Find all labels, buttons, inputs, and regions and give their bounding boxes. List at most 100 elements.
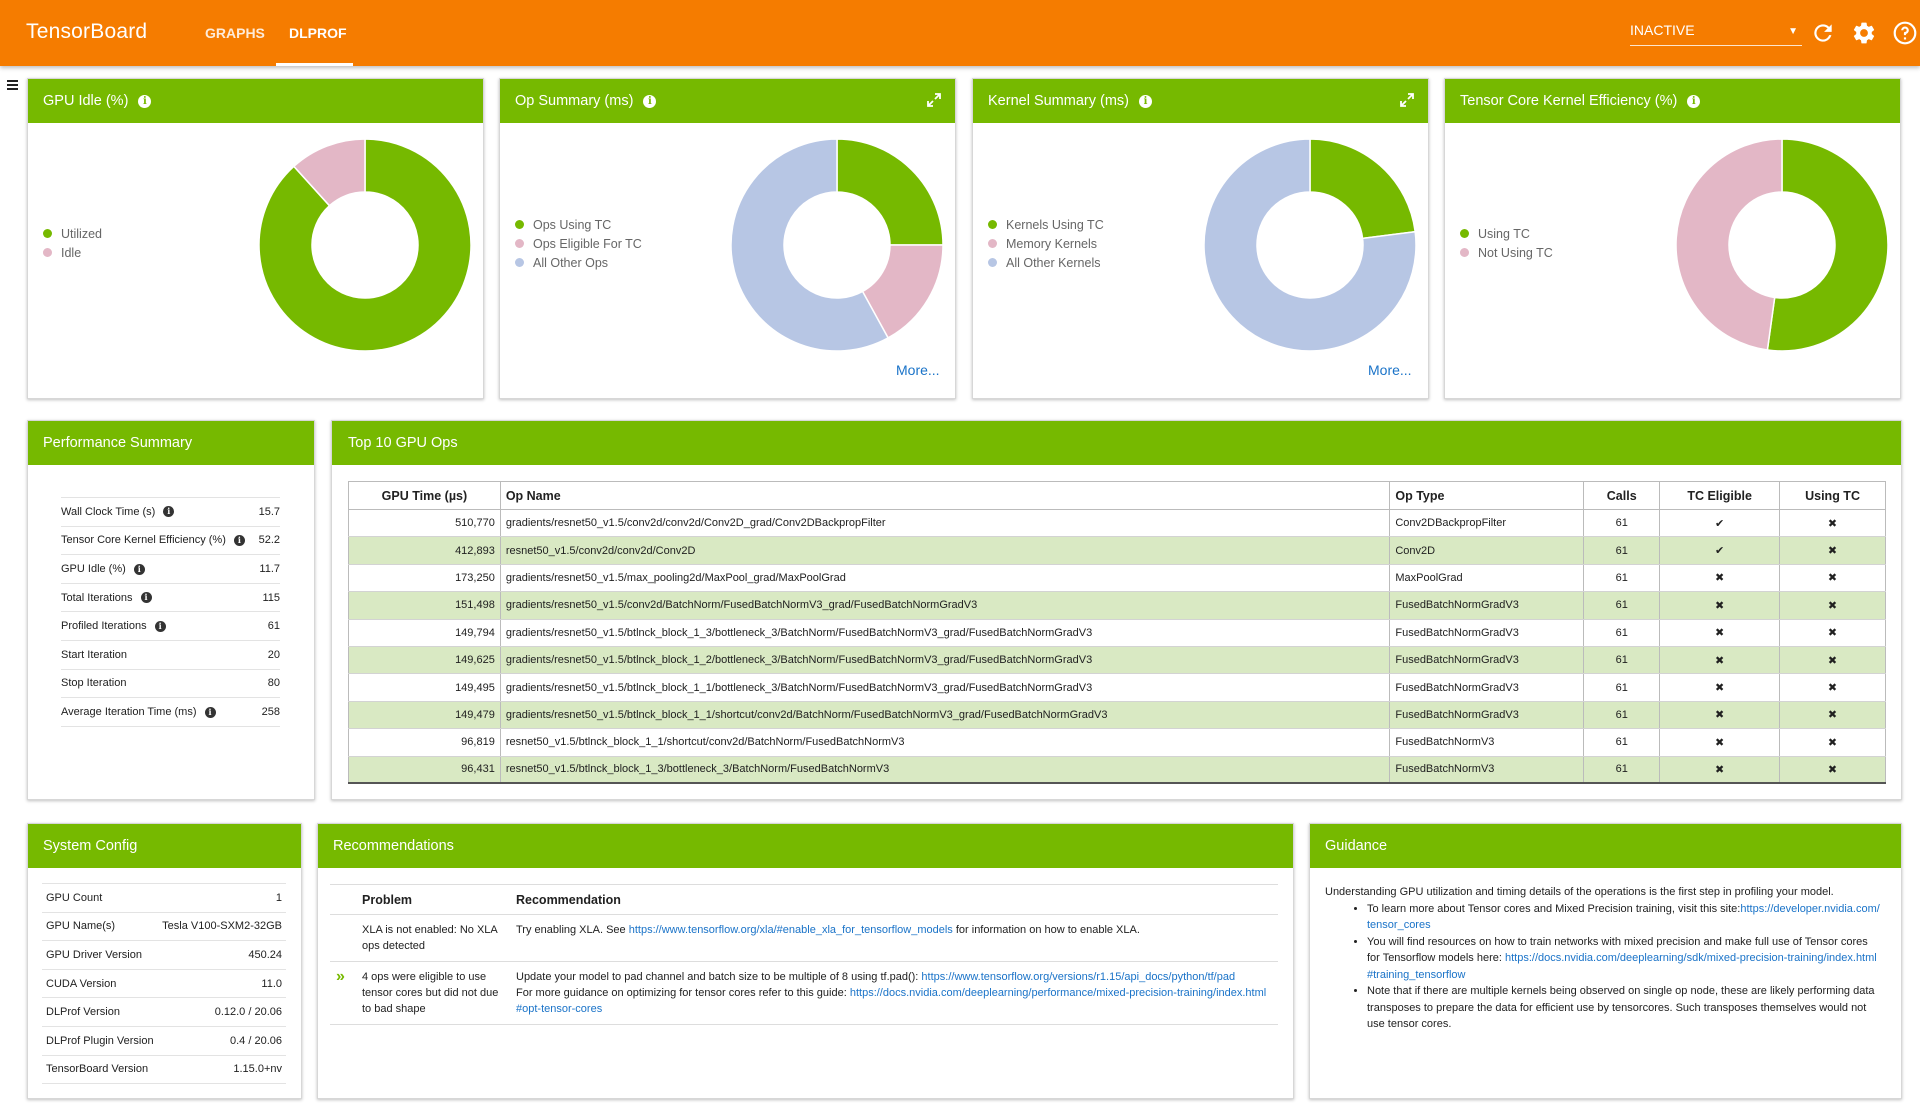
config-row: GPU Count 1 [42,883,286,913]
perf-label: Start Iteration [61,648,128,661]
legend-item[interactable]: Not Using TC [1460,244,1553,263]
donut-slice[interactable] [1309,138,1417,240]
run-selector-value: INACTIVE [1630,22,1695,38]
recommendation-text: For more guidance on optimizing for tens… [516,987,850,999]
expand-icon[interactable] [1400,93,1414,107]
op-type-cell: Conv2DBackpropFilter [1389,509,1584,538]
gpu-time-cell: 96,819 [348,728,501,757]
using-tc-cell: ✖ [1779,756,1886,785]
card-title: Op Summary (ms) [515,93,634,109]
card-title: System Config [43,838,138,854]
guidance-list: To learn more about Tensor cores and Mix… [1325,901,1881,1033]
guidance-link[interactable]: https://developer.nvidia.com/tensor_core… [1367,902,1880,932]
column-header[interactable]: Using TC [1779,481,1886,510]
donut-slice[interactable] [258,138,472,352]
guidance-link[interactable]: https://docs.nvidia.com/deeplearning/sdk… [1367,952,1877,981]
table-row[interactable]: 151,498 gradients/resnet50_v1.5/conv2d/Ba… [348,591,1886,620]
column-header[interactable]: Calls [1583,481,1660,510]
config-row: CUDA Version 11.0 [42,969,286,999]
donut-slice[interactable] [836,138,944,246]
kernel-summary-donut-chart [1203,138,1417,352]
op-name-cell: gradients/resnet50_v1.5/conv2d/BatchNorm… [499,591,1390,620]
guidance-text: To learn more about Tensor cores and Mix… [1367,902,1741,915]
legend-item[interactable]: Idle [43,244,102,263]
table-row[interactable]: 173,250 gradients/resnet50_v1.5/max_pooli… [348,564,1886,593]
legend-label: All Other Kernels [1006,256,1101,270]
legend-item[interactable]: All Other Kernels [988,254,1104,273]
op-type-cell: FusedBatchNormGradV3 [1389,591,1584,620]
chart-legend: Using TC Not Using TC [1460,225,1553,263]
help-icon[interactable] [1892,20,1918,46]
table-row[interactable]: 149,625 gradients/resnet50_v1.5/btlnck_bl… [348,646,1886,675]
recommendation-link[interactable]: https://docs.nvidia.com/deeplearning/per… [516,987,1267,1015]
chart-legend: Kernels Using TC Memory Kernels All Othe… [988,216,1104,273]
legend-item[interactable]: Using TC [1460,225,1553,244]
config-value: 11.0 [155,969,286,999]
column-header[interactable]: TC Eligible [1659,481,1780,510]
tab-dlprof[interactable]: DLPROF [289,25,347,41]
column-header[interactable]: Op Type [1389,481,1584,510]
info-icon[interactable]: i [140,592,152,604]
table-row[interactable]: 149,495 gradients/resnet50_v1.5/btlnck_bl… [348,673,1886,702]
calls-cell: 61 [1583,564,1660,593]
info-icon[interactable]: i [154,620,166,632]
card-title: GPU Idle (%) [43,93,129,109]
legend-item[interactable]: Utilized [43,225,102,244]
recommendation-text: Update your model to pad channel and bat… [516,971,922,983]
donut-slice[interactable] [1203,138,1417,352]
perf-label-cell: Total Iterations i [61,583,258,613]
table-row[interactable]: 149,479 gradients/resnet50_v1.5/btlnck_bl… [348,701,1886,730]
sidebar-toggle-icon[interactable] [6,78,20,92]
table-row[interactable]: 412,893 resnet50_v1.5/conv2d/conv2d/Conv2… [348,536,1886,565]
chevron-right-icon[interactable]: » [336,968,345,985]
legend-item[interactable]: Ops Eligible For TC [515,235,642,254]
tc-eligible-cell: ✖ [1659,701,1780,730]
donut-slice[interactable] [730,138,890,352]
legend-label: Not Using TC [1478,246,1553,260]
op-type-cell: FusedBatchNormV3 [1389,756,1584,785]
table-row[interactable]: 510,770 gradients/resnet50_v1.5/conv2d/co… [348,509,1886,538]
perf-row: Total Iterations i 115 [61,583,280,613]
using-tc-cell: ✖ [1779,673,1886,702]
legend-item[interactable]: All Other Ops [515,254,642,273]
op-name-cell: gradients/resnet50_v1.5/max_pooling2d/Ma… [499,564,1390,593]
legend-item[interactable]: Ops Using TC [515,216,642,235]
op-type-cell: MaxPoolGrad [1389,564,1584,593]
tc-eligible-cell: ✖ [1659,728,1780,757]
op-type-cell: Conv2D [1389,536,1584,565]
config-value: 0.4 / 20.06 [155,1026,286,1056]
donut-slice[interactable] [1675,138,1783,351]
app-title: TensorBoard [26,20,148,43]
info-icon[interactable]: i [643,94,657,108]
recommendation-link[interactable]: https://www.tensorflow.org/versions/r1.1… [921,971,1236,983]
using-tc-cell: ✖ [1779,536,1886,565]
perf-value: 258 [257,697,280,727]
info-icon[interactable]: i [138,94,152,108]
table-row[interactable]: 149,794 gradients/resnet50_v1.5/btlnck_bl… [348,619,1886,647]
info-icon[interactable]: i [1687,94,1701,108]
expand-icon[interactable] [927,93,941,107]
info-icon[interactable]: i [1139,94,1152,108]
info-icon[interactable]: i [204,706,216,718]
table-row[interactable]: 96,819 resnet50_v1.5/btlnck_block_1_1/sho… [348,728,1886,757]
legend-item[interactable]: Memory Kernels [988,235,1104,254]
donut-slice[interactable] [1766,138,1889,352]
column-header[interactable]: GPU Time (µs) [348,481,501,510]
legend-item[interactable]: Kernels Using TC [988,216,1104,235]
card-title: Recommendations [333,838,454,854]
more-link[interactable]: More... [1368,362,1412,378]
run-selector-dropdown[interactable]: INACTIVE ▼ [1630,22,1802,46]
tab-graphs[interactable]: GRAPHS [205,25,265,41]
info-icon[interactable]: i [163,506,175,518]
card-header: GPU Idle (%) i [28,79,483,123]
more-link[interactable]: More... [896,362,940,378]
column-header[interactable]: Op Name [499,481,1390,510]
settings-icon[interactable] [1851,20,1877,46]
info-icon[interactable]: i [233,534,245,546]
perf-row: Profiled Iterations i 61 [61,611,280,641]
refresh-icon[interactable] [1810,20,1836,46]
donut-slice[interactable] [292,138,366,207]
table-row[interactable]: 96,431 resnet50_v1.5/btlnck_block_1_3/bot… [348,756,1886,785]
recommendation-link[interactable]: https://www.tensorflow.org/xla/#enable_x… [628,924,953,936]
info-icon[interactable]: i [133,563,145,575]
